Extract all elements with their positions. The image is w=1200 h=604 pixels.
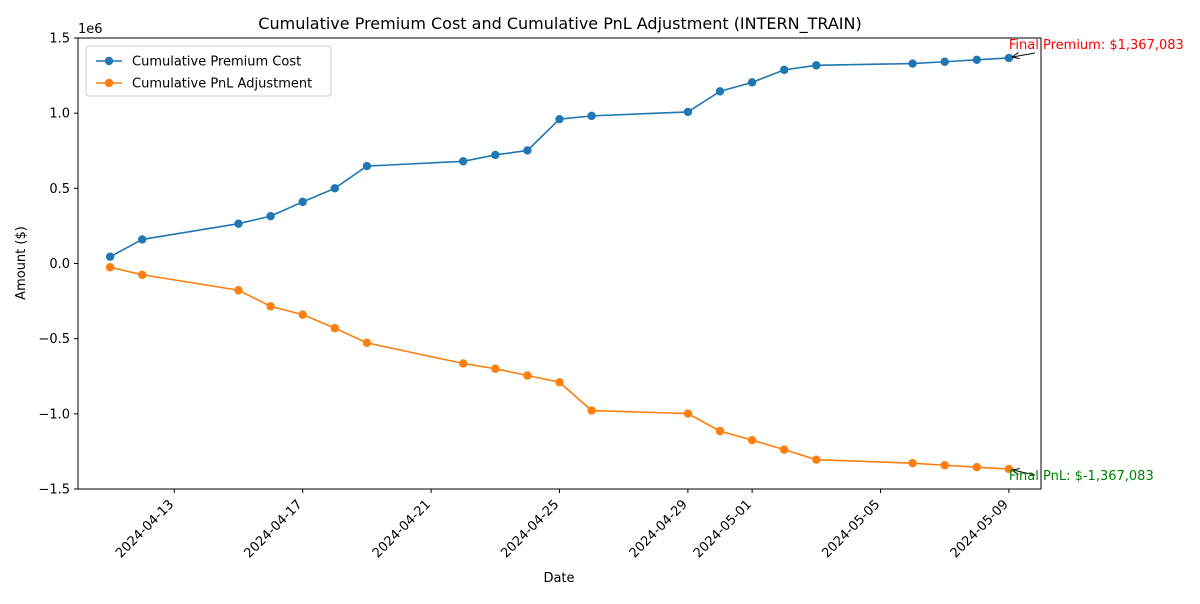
x-tick-label: 2024-04-29	[627, 497, 691, 561]
y-scale-label: 1e6	[78, 22, 103, 37]
data-point-0	[362, 161, 372, 171]
legend-swatch-marker-0	[104, 56, 114, 66]
data-point-1	[780, 445, 789, 454]
data-point-1	[972, 463, 981, 472]
data-point-1	[105, 263, 115, 272]
x-axis-label: Date	[543, 571, 574, 586]
data-point-1	[298, 310, 307, 319]
data-point-1	[459, 359, 468, 368]
data-point-0	[105, 252, 115, 261]
data-point-1	[555, 378, 564, 387]
annotation-label-1: Final PnL: $-1,367,083	[1009, 469, 1154, 484]
legend-label-0: Cumulative Premium Cost	[132, 55, 301, 70]
data-point-1	[715, 426, 725, 436]
data-point-1	[491, 364, 500, 373]
data-point-1	[587, 406, 596, 415]
legend: Cumulative Premium Cost Cumulative PnL Ad…	[85, 45, 332, 97]
data-point-0	[491, 150, 500, 160]
data-point-1	[1004, 464, 1014, 474]
series-line-1	[109, 266, 1009, 470]
data-point-0	[1004, 53, 1014, 63]
data-point-1	[683, 409, 693, 418]
data-point-0	[908, 59, 917, 68]
data-point-0	[298, 197, 307, 207]
x-tick-label: 2024-05-09	[948, 497, 1012, 561]
y-tick-label: 0.0	[49, 257, 70, 272]
y-tick-label: 1.0	[49, 107, 70, 122]
legend-swatch-marker-1	[104, 78, 114, 88]
data-point-0	[715, 87, 725, 96]
data-point-0	[940, 57, 949, 66]
data-point-1	[523, 371, 532, 380]
x-tick-label: 2024-04-21	[370, 497, 434, 561]
data-point-0	[234, 219, 243, 228]
annotation-arrow-1	[1012, 469, 1036, 476]
data-point-0	[523, 146, 532, 155]
annotation-arrowhead-0	[1011, 52, 1020, 60]
annotation-label-0: Final Premium: $1,367,083	[1009, 38, 1184, 53]
x-tick-label: 2024-05-01	[691, 497, 755, 561]
x-tick-label: 2024-04-17	[241, 497, 305, 561]
data-point-0	[780, 65, 789, 75]
y-axis-label: Amount ($)	[14, 226, 29, 300]
y-tick-label: −1.5	[38, 483, 70, 498]
data-point-1	[266, 302, 275, 311]
legend-label-1: Cumulative PnL Adjustment	[132, 77, 312, 92]
plot-frame	[77, 37, 1042, 490]
data-point-0	[972, 55, 981, 64]
y-tick-label: −0.5	[38, 332, 70, 347]
data-point-0	[747, 78, 757, 87]
x-tick-label: 2024-04-25	[498, 497, 562, 561]
y-tick-label: 1.5	[49, 32, 70, 47]
x-tick-label: 2024-04-13	[113, 497, 177, 561]
data-point-1	[330, 323, 339, 333]
data-point-0	[587, 111, 596, 121]
data-point-1	[940, 461, 949, 470]
data-point-0	[459, 157, 468, 166]
data-point-0	[555, 114, 564, 124]
data-point-0	[683, 107, 693, 117]
plot-layer	[105, 53, 1014, 474]
data-point-1	[812, 455, 821, 464]
annotation-arrowhead-1	[1011, 468, 1020, 476]
data-point-1	[234, 286, 243, 295]
data-point-0	[138, 235, 147, 244]
x-tick-label: 2024-05-05	[819, 497, 883, 561]
data-point-1	[747, 435, 757, 445]
chart-title: Cumulative Premium Cost and Cumulative P…	[258, 14, 861, 34]
legend-box	[85, 45, 332, 97]
annotation-arrow-0	[1012, 52, 1035, 58]
data-point-1	[138, 270, 147, 279]
data-point-0	[812, 61, 821, 70]
y-tick-label: −1.0	[38, 407, 70, 422]
data-point-1	[362, 338, 372, 348]
data-point-1	[908, 458, 917, 468]
data-point-0	[330, 184, 339, 193]
data-point-0	[266, 211, 275, 221]
y-tick-label: 0.5	[49, 182, 70, 197]
